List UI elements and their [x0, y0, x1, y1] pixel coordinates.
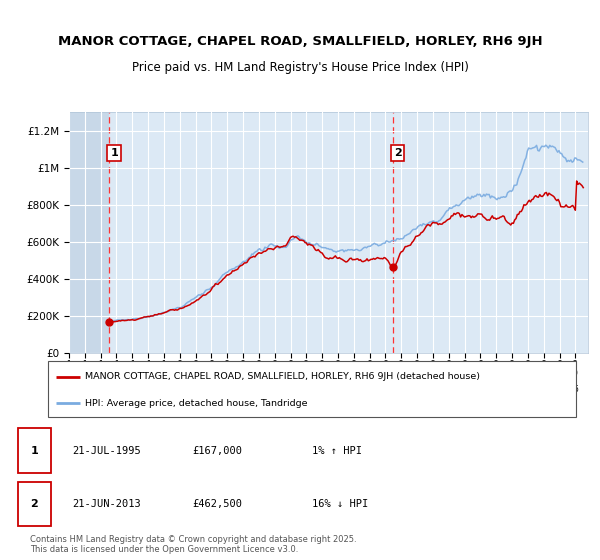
Text: 1: 1 [110, 148, 118, 158]
Text: 1: 1 [31, 446, 38, 456]
Text: 1% ↑ HPI: 1% ↑ HPI [312, 446, 362, 456]
Text: £167,000: £167,000 [192, 446, 242, 456]
Text: 16% ↓ HPI: 16% ↓ HPI [312, 499, 368, 509]
Text: 2: 2 [394, 148, 401, 158]
Text: HPI: Average price, detached house, Tandridge: HPI: Average price, detached house, Tand… [85, 399, 307, 408]
Text: MANOR COTTAGE, CHAPEL ROAD, SMALLFIELD, HORLEY, RH6 9JH (detached house): MANOR COTTAGE, CHAPEL ROAD, SMALLFIELD, … [85, 372, 480, 381]
Text: 21-JUL-1995: 21-JUL-1995 [72, 446, 141, 456]
Text: £462,500: £462,500 [192, 499, 242, 509]
Text: 2: 2 [31, 499, 38, 509]
FancyBboxPatch shape [48, 361, 576, 417]
Text: 21-JUN-2013: 21-JUN-2013 [72, 499, 141, 509]
Text: Price paid vs. HM Land Registry's House Price Index (HPI): Price paid vs. HM Land Registry's House … [131, 60, 469, 74]
Text: MANOR COTTAGE, CHAPEL ROAD, SMALLFIELD, HORLEY, RH6 9JH: MANOR COTTAGE, CHAPEL ROAD, SMALLFIELD, … [58, 35, 542, 49]
Bar [69, 112, 109, 353]
Text: Contains HM Land Registry data © Crown copyright and database right 2025.
This d: Contains HM Land Registry data © Crown c… [30, 535, 356, 554]
